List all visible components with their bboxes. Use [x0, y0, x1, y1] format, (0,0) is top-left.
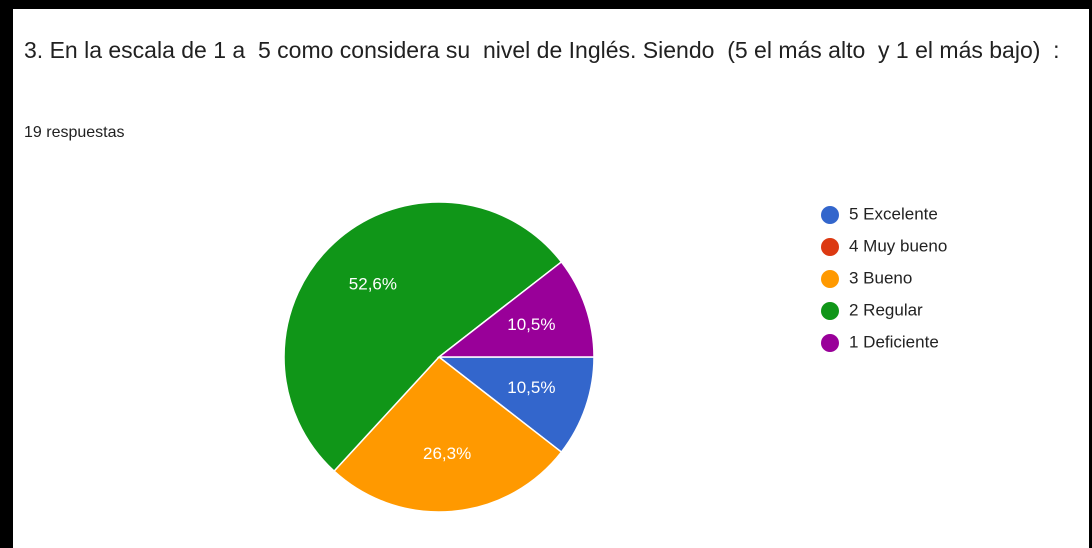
- slice-label: 10,5%: [507, 315, 555, 334]
- chart-subtitle: 19 respuestas: [24, 124, 125, 141]
- slice-label: 26,3%: [423, 444, 471, 463]
- pie-slice: [283, 201, 563, 473]
- slice-label: 10,5%: [507, 378, 555, 397]
- legend-label: 5 Excelente: [849, 204, 938, 223]
- slice-label: 52,6%: [349, 275, 397, 294]
- pie-slice: [332, 355, 563, 513]
- legend-swatch: [821, 238, 839, 256]
- legend-swatch: [821, 270, 839, 288]
- legend-swatch: [821, 302, 839, 320]
- legend-label: 3 Bueno: [849, 268, 912, 287]
- chart-title: 3. En la escala de 1 a 5 como considera …: [24, 37, 1060, 63]
- pie-slice: [436, 260, 595, 358]
- legend-label: 2 Regular: [849, 300, 923, 319]
- legend-swatch: [821, 334, 839, 352]
- pie-slice: [436, 356, 595, 454]
- legend-swatch: [821, 206, 839, 224]
- legend-label: 4 Muy bueno: [849, 236, 947, 255]
- legend-label: 1 Deficiente: [849, 332, 939, 351]
